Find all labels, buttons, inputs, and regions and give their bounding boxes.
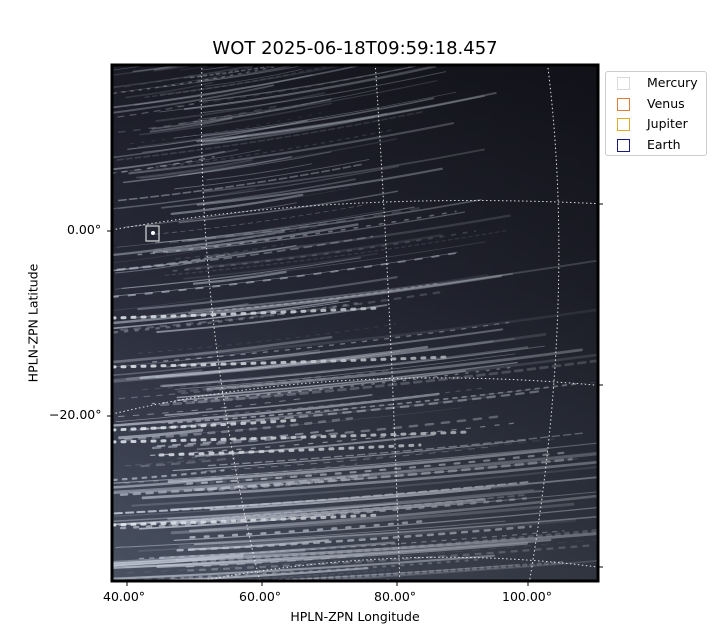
legend-item-earth: Earth — [606, 136, 706, 156]
x-tick-label: 100.00° — [502, 589, 552, 604]
y-tick-label: −20.00° — [49, 407, 102, 422]
x-tick-label: 80.00° — [374, 589, 417, 604]
y-axis-label: HPLN-ZPN Latitude — [25, 263, 41, 383]
legend: Mercury Venus Jupiter Earth — [605, 71, 707, 156]
legend-swatch — [617, 98, 630, 111]
legend-item-venus: Venus — [606, 95, 706, 115]
legend-label: Mercury — [647, 75, 698, 90]
legend-swatch — [617, 118, 630, 131]
x-tick-label: 60.00° — [239, 589, 282, 604]
legend-swatch — [617, 77, 630, 90]
legend-label: Jupiter — [647, 116, 688, 131]
legend-swatch — [617, 139, 630, 152]
coordinate-grid — [112, 65, 598, 581]
sky-image — [112, 65, 598, 581]
y-tick-label: 0.00° — [67, 222, 102, 237]
x-tick-label: 40.00° — [103, 589, 146, 604]
legend-item-jupiter: Jupiter — [606, 115, 706, 135]
legend-item-mercury: Mercury — [606, 74, 706, 94]
x-axis-label: HPLN-ZPN Longitude — [290, 609, 420, 624]
axis-ticks — [107, 203, 603, 586]
plot-frame — [110, 63, 600, 583]
mercury-marker — [145, 225, 160, 242]
legend-label: Venus — [647, 96, 685, 111]
plot-title: WOT 2025-06-18T09:59:18.457 — [212, 38, 498, 59]
legend-label: Earth — [647, 137, 681, 152]
